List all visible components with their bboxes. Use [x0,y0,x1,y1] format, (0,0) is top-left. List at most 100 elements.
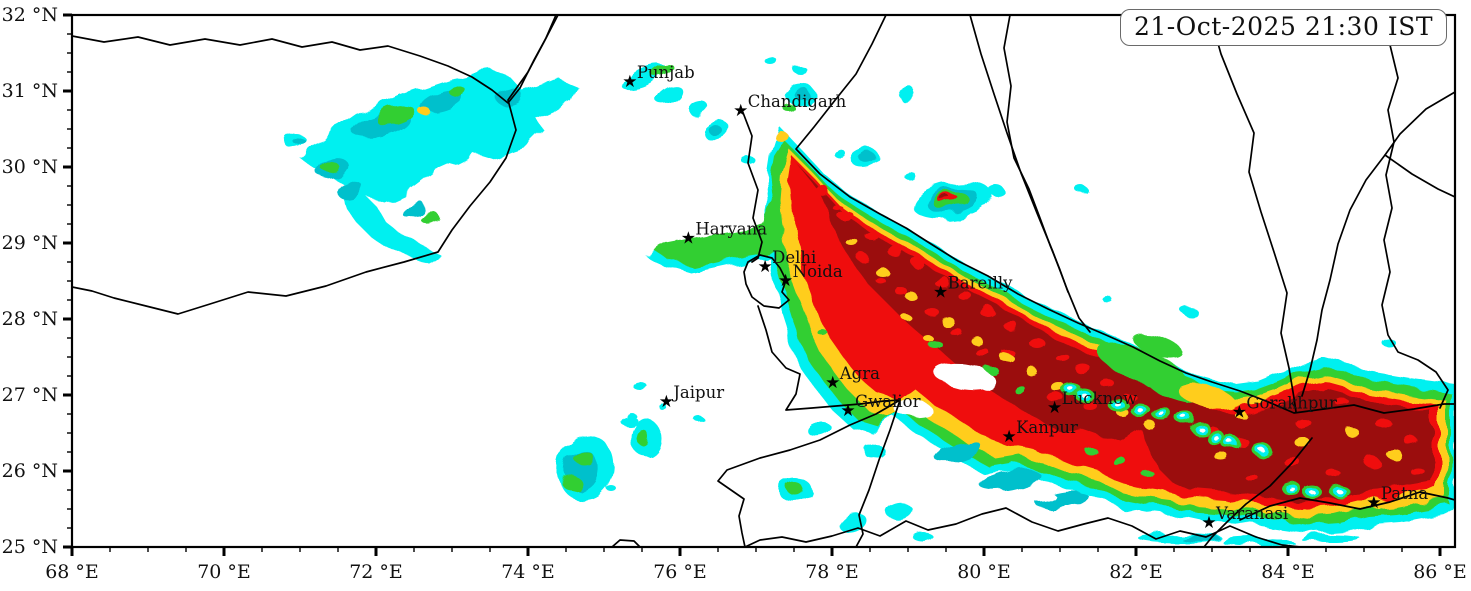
fog-patch-teal [337,181,363,199]
fog-patch-yellow [1294,437,1310,447]
fog-patch-yellow [419,108,431,116]
fog-patch-yellow [999,353,1013,361]
lon-tick-label: 68 °E [45,561,99,583]
fog-patch-cyan [899,89,917,101]
fog-patch-green [1113,458,1127,466]
boundary-line [795,15,1455,414]
city-star-icon: ★ [778,271,793,291]
fog-patch-yellow [1345,428,1359,436]
lat-tick-label: 28 °N [2,308,58,330]
fog-patch-cyan [793,66,807,74]
lat-tick-label: 27 °N [2,384,58,406]
city-star-icon: ★ [1232,403,1247,423]
fog-patch-yellow [1176,382,1236,410]
fog-layer-nw-cluster-tail-cyan [342,186,442,264]
fog-patch-green [421,212,439,224]
fog-patch-red [831,203,841,209]
city-star-icon: ★ [840,401,855,421]
lon-tick-label: 86 °E [1413,561,1467,583]
fog-patch-teal [707,124,721,134]
fog-eye-center [1069,388,1075,392]
fog-eye-center [1227,440,1233,444]
fog-patch-cyan [887,503,913,521]
city-label-varanasi: Varanasi [1215,504,1288,523]
fog-patch-red [1364,457,1380,467]
fog-patch-cyan [865,445,885,459]
fog-patch-yellow [901,314,911,320]
fog-patch-cyan [906,174,918,182]
map-plot-area [72,15,1455,547]
fog-patch-yellow [1384,447,1400,457]
fog-eye-center [1115,403,1121,407]
city-label-lucknow: Lucknow [1062,389,1138,408]
city-star-icon: ★ [622,72,637,92]
fog-patch-green [637,430,649,446]
city-star-icon: ★ [933,283,948,303]
boundary-line [1003,15,1069,293]
fog-patch-green [1140,468,1152,476]
fog-patch-red [856,253,868,261]
fog-eye-center [1182,416,1188,420]
fog-patch-yellow [1215,453,1229,461]
city-label-agra: Agra [839,364,880,383]
fog-patch-teal [794,88,810,100]
fog-eye-center [1212,435,1218,439]
lon-tick-label: 76 °E [653,561,707,583]
fog-patch-red [1099,378,1113,386]
fog-patch-green [787,483,803,495]
lat-tick-label: 31 °N [2,80,58,102]
fog-patch-red [1048,393,1064,403]
city-star-icon: ★ [1366,493,1381,513]
boundary-line [744,507,1301,547]
city-label-kanpur: Kanpur [1016,418,1078,437]
boundary-line [1239,491,1455,521]
fog-patch-yellow [923,335,933,341]
boundary-line [72,15,559,315]
boundary-line [1384,154,1455,198]
fog-patch-green [1016,388,1028,396]
fog-eye-center [1287,485,1293,489]
fog-patch-cyan [912,531,932,541]
boundary-line [611,539,641,547]
city-label-bareilly: Bareilly [948,274,1013,293]
fog-patch-red [925,308,939,316]
fog-patch-yellow [875,268,889,276]
lat-tick-label: 26 °N [2,460,58,482]
fog-patch-red [1076,365,1092,375]
fog-patch-red [875,277,885,283]
fog-patch-yellow [906,293,918,301]
fog-patch-red [1028,337,1044,347]
fog-patch-red [1005,322,1019,332]
fog-patch-green [928,340,942,348]
fog-patch-red [1055,353,1069,361]
boundary-line [1381,15,1449,409]
boundary-lines [72,15,1455,547]
fog-patch-red [1124,393,1136,401]
city-star-icon: ★ [681,229,696,249]
boundary-line [72,15,557,104]
fog-patch-green [376,105,416,127]
fog-patch-red [837,210,853,220]
fog-patch-teal [860,153,876,163]
city-star-icon: ★ [1201,513,1216,533]
fog-patch-cyan [808,422,832,438]
fog-patch-yellow [1051,382,1065,392]
boundary-line [855,399,901,547]
fog-patch-white [935,364,995,390]
timestamp-text: 21-Oct-2025 21:30 IST [1134,12,1433,41]
fog-patch-yellow [970,336,982,344]
fog-patch-red [1083,402,1097,410]
fog-patch-green [321,161,339,173]
fog-patch-red [1294,417,1310,427]
fog-patch-yellow [846,238,858,246]
fog-eye-center [1159,412,1165,416]
fog-patch-cyan [625,411,635,419]
fog-patch-white [892,399,932,417]
city-label-haryana: Haryana [695,220,767,239]
fog-patch-red [1374,417,1390,427]
fog-patch-green [1133,333,1183,359]
fog-patch-cyan [633,382,647,390]
fog-patch-green [1086,448,1098,456]
city-label-chandigarh: Chandigarh [748,92,847,111]
